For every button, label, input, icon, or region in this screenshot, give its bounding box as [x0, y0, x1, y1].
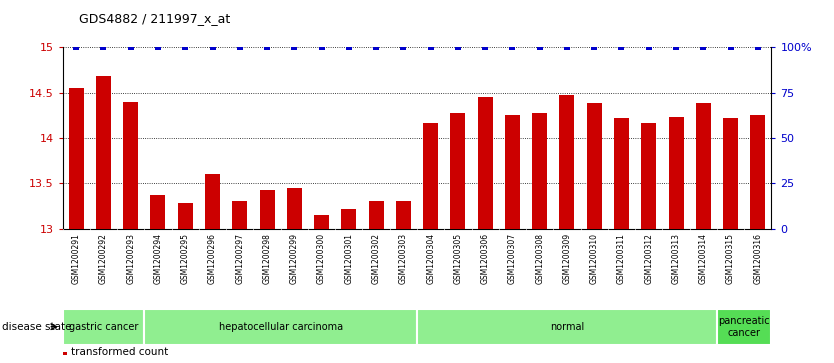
Text: transformed count: transformed count [72, 347, 168, 357]
Text: GSM1200294: GSM1200294 [153, 233, 163, 284]
Bar [417, 309, 717, 345]
Text: GSM1200299: GSM1200299 [289, 233, 299, 284]
Bar [369, 201, 384, 229]
Text: GSM1200312: GSM1200312 [644, 233, 653, 284]
Text: GSM1200302: GSM1200302 [372, 233, 380, 284]
Bar [144, 309, 417, 345]
Text: normal: normal [550, 322, 584, 332]
Text: GSM1200307: GSM1200307 [508, 233, 517, 284]
Text: GSM1200297: GSM1200297 [235, 233, 244, 284]
Text: GSM1200311: GSM1200311 [617, 233, 626, 284]
Bar [587, 103, 601, 229]
Text: GSM1200303: GSM1200303 [399, 233, 408, 284]
Bar [717, 309, 771, 345]
Text: GSM1200305: GSM1200305 [454, 233, 462, 284]
Text: GDS4882 / 211997_x_at: GDS4882 / 211997_x_at [79, 12, 230, 25]
Text: GSM1200295: GSM1200295 [181, 233, 190, 284]
Bar [396, 201, 411, 229]
Bar [96, 76, 111, 229]
Bar [560, 95, 575, 229]
Bar [233, 201, 247, 229]
Text: GSM1200315: GSM1200315 [726, 233, 735, 284]
Bar [532, 114, 547, 229]
Text: hepatocellular carcinoma: hepatocellular carcinoma [219, 322, 343, 332]
Text: GSM1200309: GSM1200309 [562, 233, 571, 284]
Text: GSM1200293: GSM1200293 [126, 233, 135, 284]
Bar [614, 118, 629, 229]
Bar [150, 195, 165, 229]
Bar [669, 117, 684, 229]
Bar [259, 190, 274, 229]
Text: gastric cancer: gastric cancer [68, 322, 138, 332]
Text: GSM1200316: GSM1200316 [753, 233, 762, 284]
Text: GSM1200292: GSM1200292 [99, 233, 108, 284]
Bar [751, 115, 766, 229]
Bar [314, 215, 329, 229]
Bar [641, 123, 656, 229]
Bar [178, 203, 193, 229]
Text: GSM1200301: GSM1200301 [344, 233, 354, 284]
Bar [123, 102, 138, 229]
Text: GSM1200291: GSM1200291 [72, 233, 81, 284]
Bar [68, 88, 83, 229]
Bar [205, 174, 220, 229]
Text: GSM1200314: GSM1200314 [699, 233, 708, 284]
Bar [341, 209, 356, 229]
Text: GSM1200313: GSM1200313 [671, 233, 681, 284]
Bar [450, 113, 465, 229]
Text: disease state: disease state [2, 322, 71, 332]
Bar [478, 97, 493, 229]
Bar [723, 118, 738, 229]
Text: GSM1200308: GSM1200308 [535, 233, 545, 284]
Bar [423, 123, 438, 229]
Text: pancreatic
cancer: pancreatic cancer [718, 316, 770, 338]
Bar [696, 103, 711, 229]
Bar [505, 115, 520, 229]
Text: GSM1200296: GSM1200296 [208, 233, 217, 284]
Bar [287, 188, 302, 229]
Bar [63, 309, 144, 345]
Text: GSM1200310: GSM1200310 [590, 233, 599, 284]
Text: GSM1200298: GSM1200298 [263, 233, 272, 284]
Text: GSM1200300: GSM1200300 [317, 233, 326, 284]
Text: GSM1200306: GSM1200306 [480, 233, 490, 284]
Text: GSM1200304: GSM1200304 [426, 233, 435, 284]
